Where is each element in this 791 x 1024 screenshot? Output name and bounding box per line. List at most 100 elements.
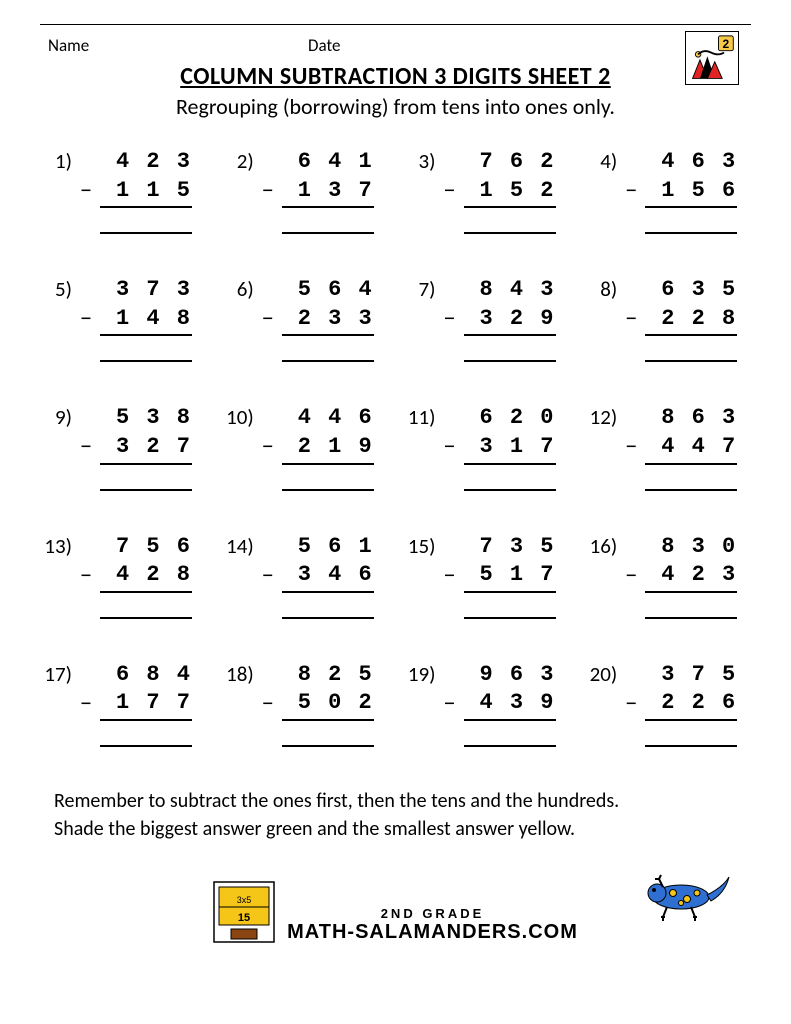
date-label: Date [308,35,340,56]
number-stack: 3 7 52 2 6 [645,661,737,747]
problem-number: 6) [218,276,254,302]
operator: − [254,533,282,590]
problem: 20)−3 7 52 2 6 [581,661,755,747]
problem: 11)−6 2 03 1 7 [400,404,574,490]
salamander-badge-icon: 2 [687,34,737,84]
subtrahend: 3 1 7 [464,433,556,465]
problem-number: 9) [36,404,72,430]
operator: − [254,404,282,461]
svg-text:15: 15 [238,912,250,924]
subtrahend: 4 4 7 [645,433,737,465]
number-stack: 4 4 62 1 9 [282,404,374,490]
minuend: 5 6 4 [282,276,374,305]
problems-grid: 1)−4 2 31 1 52)−6 4 11 3 73)−7 6 21 5 24… [30,148,761,747]
problem-number: 19) [400,661,436,687]
minuend: 3 7 3 [100,276,192,305]
answer-line [464,593,556,619]
operator: − [72,533,100,590]
minuend: 8 2 5 [282,661,374,690]
minuend: 6 4 1 [282,148,374,177]
subtrahend: 5 1 7 [464,561,556,593]
operator: − [436,404,464,461]
worksheet-title: COLUMN SUBTRACTION 3 DIGITS SHEET 2 [30,62,761,91]
operator: − [436,533,464,590]
problem: 17)−6 8 41 7 7 [36,661,210,747]
problem: 7)−8 4 33 2 9 [400,276,574,362]
minuend: 4 4 6 [282,404,374,433]
answer-line [464,336,556,362]
operator: − [617,276,645,333]
problem-number: 10) [218,404,254,430]
problem: 8)−6 3 52 2 8 [581,276,755,362]
operator: − [254,276,282,333]
svg-text:3x5: 3x5 [237,895,252,905]
number-stack: 7 3 55 1 7 [464,533,556,619]
problem-number: 5) [36,276,72,302]
footer-text: 2ND GRADE MATH-SALAMANDERS.COM [287,907,578,943]
problem-number: 2) [218,148,254,174]
answer-line [464,208,556,234]
problem: 6)−5 6 42 3 3 [218,276,392,362]
subtrahend: 2 3 3 [282,305,374,337]
operator: − [617,148,645,205]
minuend: 3 7 5 [645,661,737,690]
problem-number: 11) [400,404,436,430]
number-stack: 7 5 64 2 8 [100,533,192,619]
minuend: 6 3 5 [645,276,737,305]
instruction-line-2: Shade the biggest answer green and the s… [54,815,737,843]
name-label: Name [48,35,308,56]
number-stack: 6 3 52 2 8 [645,276,737,362]
number-stack: 4 2 31 1 5 [100,148,192,234]
problem: 5)−3 7 31 4 8 [36,276,210,362]
number-stack: 3 7 31 4 8 [100,276,192,362]
answer-line [282,721,374,747]
subtrahend: 3 2 7 [100,433,192,465]
operator: − [617,404,645,461]
problem-number: 1) [36,148,72,174]
worksheet-page: Name Date 2 COLUMN SUBTRACTION 3 DIGITS … [0,0,791,953]
problem: 9)−5 3 83 2 7 [36,404,210,490]
number-stack: 8 6 34 4 7 [645,404,737,490]
minuend: 8 4 3 [464,276,556,305]
answer-line [282,336,374,362]
operator: − [436,661,464,718]
answer-line [282,465,374,491]
minuend: 5 3 8 [100,404,192,433]
answer-line [100,336,192,362]
problem: 3)−7 6 21 5 2 [400,148,574,234]
problem-number: 14) [218,533,254,559]
number-stack: 6 2 03 1 7 [464,404,556,490]
problem: 1)−4 2 31 1 5 [36,148,210,234]
number-stack: 6 4 11 3 7 [282,148,374,234]
minuend: 4 6 3 [645,148,737,177]
operator: − [254,661,282,718]
number-stack: 5 3 83 2 7 [100,404,192,490]
subtrahend: 1 5 6 [645,177,737,209]
operator: − [617,661,645,718]
problem-number: 18) [218,661,254,687]
subtrahend: 2 2 6 [645,689,737,721]
answer-line [100,593,192,619]
problem-number: 13) [36,533,72,559]
problem: 12)−8 6 34 4 7 [581,404,755,490]
problem: 14)−5 6 13 4 6 [218,533,392,619]
problem-number: 4) [581,148,617,174]
minuend: 8 3 0 [645,533,737,562]
minuend: 6 2 0 [464,404,556,433]
footer-logo-icon: 3x5 15 [213,881,275,943]
problem: 4)−4 6 31 5 6 [581,148,755,234]
subtrahend: 4 2 3 [645,561,737,593]
answer-line [464,465,556,491]
problem-number: 15) [400,533,436,559]
subtrahend: 1 7 7 [100,689,192,721]
subtrahend: 1 5 2 [464,177,556,209]
footer-grade: 2ND GRADE [287,907,578,921]
subtrahend: 2 1 9 [282,433,374,465]
problem-number: 12) [581,404,617,430]
problem-number: 3) [400,148,436,174]
subtrahend: 2 2 8 [645,305,737,337]
subtrahend: 4 2 8 [100,561,192,593]
answer-line [100,721,192,747]
header-row: Name Date 2 [30,35,761,56]
problem: 18)−8 2 55 0 2 [218,661,392,747]
